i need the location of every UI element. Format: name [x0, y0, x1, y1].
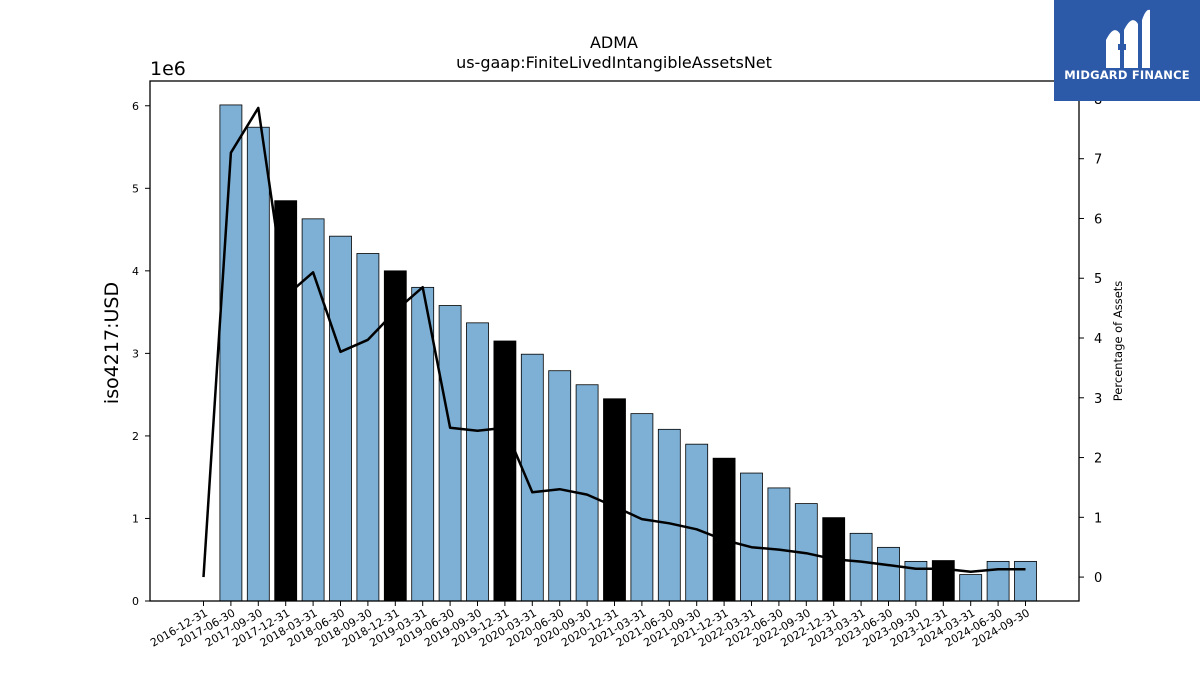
- y2-ticks: 012345678: [1079, 93, 1102, 586]
- bar-2017-06-30: [219, 104, 243, 602]
- bar-2019-09-30: [466, 322, 489, 602]
- y2-tick-label: 1: [1094, 511, 1102, 526]
- line-layer: [202, 106, 1026, 578]
- bar-2020-03-31: [520, 353, 544, 602]
- bar-2021-06-30: [657, 428, 681, 602]
- y-tick-label: 5: [132, 182, 139, 195]
- bar-2022-03-31: [740, 472, 763, 602]
- bar-2023-03-31: [849, 532, 873, 602]
- bar-2021-12-31: [712, 457, 736, 602]
- bar-2022-06-30: [767, 487, 791, 602]
- bars-layer: [219, 104, 1037, 602]
- y-ticks: 0 1 2 3 4 5 6: [132, 100, 150, 608]
- midgard-logo-icon: [1106, 9, 1150, 68]
- y-tick-label: 3: [132, 347, 139, 360]
- y-tick-label: 0: [132, 595, 139, 608]
- chart-title: ADMA: [590, 33, 638, 52]
- bar-2024-09-30: [1014, 560, 1037, 602]
- y2-tick-label: 4: [1094, 332, 1102, 347]
- x-ticks: 2016-12-312017-06-302017-09-302017-12-31…: [148, 601, 1032, 650]
- y2-tick-label: 5: [1094, 272, 1102, 287]
- y-offset-label: 1e6: [150, 58, 186, 80]
- y-tick-label: 2: [132, 430, 139, 443]
- bar-2019-12-31: [493, 340, 517, 602]
- y2-tick-label: 3: [1094, 392, 1102, 407]
- bar-2018-03-31: [301, 218, 325, 602]
- bar-2018-09-30: [356, 253, 380, 602]
- chart-subtitle: us-gaap:FiniteLivedIntangibleAssetsNet: [456, 53, 772, 72]
- midgard-finance-logo: MIDGARD FINANCE: [1054, 0, 1200, 101]
- y2-axis-label: Percentage of Assets: [1111, 281, 1125, 402]
- y-tick-label: 4: [132, 265, 139, 278]
- bar-2023-06-30: [877, 546, 900, 602]
- bar-2020-12-31: [603, 398, 626, 602]
- bar-2024-06-30: [986, 560, 1010, 602]
- bar-2023-12-31: [931, 560, 955, 602]
- bar-2019-06-30: [438, 305, 462, 602]
- percentage-line: [202, 106, 1026, 578]
- y2-tick-label: 6: [1094, 212, 1102, 227]
- logo-text: MIDGARD FINANCE: [1064, 68, 1190, 82]
- y2-tick-label: 0: [1094, 571, 1102, 586]
- bar-2021-03-31: [630, 413, 654, 602]
- bar-2024-03-31: [959, 574, 983, 602]
- y-axis-label: iso4217:USD: [101, 282, 123, 404]
- y-tick-label: 6: [132, 100, 139, 113]
- y2-tick-label: 7: [1094, 153, 1102, 168]
- bar-2017-12-31: [274, 200, 298, 602]
- bar-2017-09-30: [246, 126, 270, 602]
- bar-2019-03-31: [411, 286, 435, 602]
- bar-2021-09-30: [685, 443, 709, 602]
- bar-2018-06-30: [329, 235, 352, 602]
- bar-2020-06-30: [548, 370, 572, 602]
- y-tick-label: 1: [132, 512, 139, 525]
- y2-tick-label: 2: [1094, 452, 1102, 467]
